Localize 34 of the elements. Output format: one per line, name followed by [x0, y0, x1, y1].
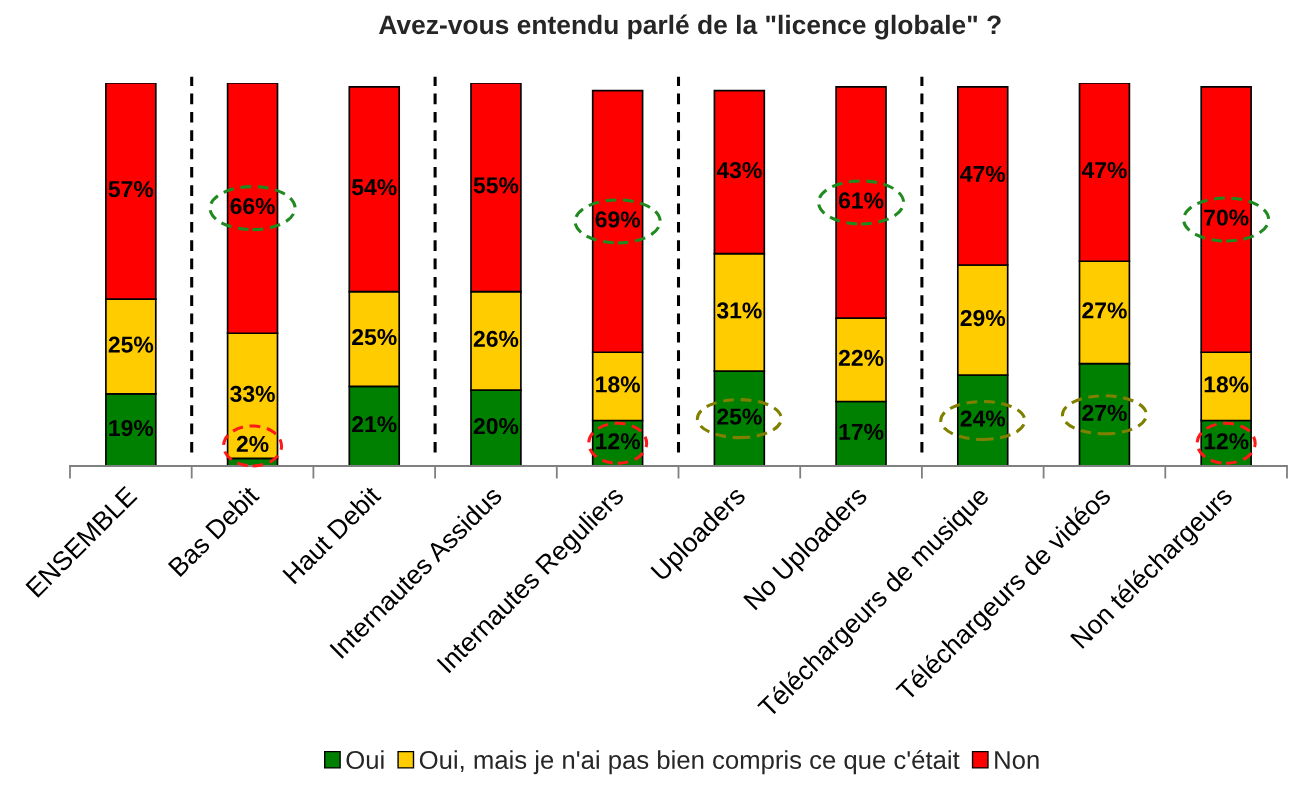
- legend-label: Oui: [346, 750, 384, 770]
- legend-label: Oui, mais je n'ai pas bien compris ce que c'était: [419, 749, 960, 775]
- data-label: 12%: [1204, 433, 1249, 450]
- data-label: 25%: [352, 328, 397, 346]
- data-label: 18%: [596, 376, 640, 393]
- data-label: 24%: [960, 410, 1006, 427]
- data-label: 43%: [716, 162, 762, 179]
- data-label: 57%: [108, 181, 154, 198]
- data-label: 69%: [595, 211, 640, 228]
- legend-label: Non: [995, 751, 1039, 770]
- data-label: 29%: [960, 309, 1006, 327]
- data-label: 33%: [230, 385, 275, 403]
- data-label: 2%: [236, 435, 269, 453]
- data-label: 54%: [352, 179, 397, 196]
- data-label: 17%: [839, 423, 884, 440]
- data-label: 47%: [960, 165, 1006, 183]
- data-label: 18%: [1204, 376, 1249, 393]
- data-label: 12%: [596, 433, 640, 450]
- data-label: 21%: [352, 416, 397, 433]
- data-label: 55%: [473, 177, 519, 194]
- data-label: 31%: [716, 302, 762, 319]
- data-label: 27%: [1082, 302, 1127, 319]
- data-label: 20%: [473, 418, 519, 435]
- data-label: 19%: [109, 419, 154, 437]
- data-label: 25%: [717, 408, 762, 425]
- data-label: 61%: [838, 192, 884, 209]
- data-label: 22%: [838, 349, 884, 366]
- data-label: 70%: [1204, 209, 1249, 226]
- data-label: 26%: [473, 330, 519, 348]
- data-label: 47%: [1081, 162, 1127, 179]
- chart-title: Avez-vous entendu parlé de la "licence globale" ?: [379, 14, 1001, 40]
- data-label: 27%: [1082, 404, 1127, 421]
- data-label: 25%: [108, 336, 154, 353]
- data-label: 66%: [230, 198, 275, 215]
